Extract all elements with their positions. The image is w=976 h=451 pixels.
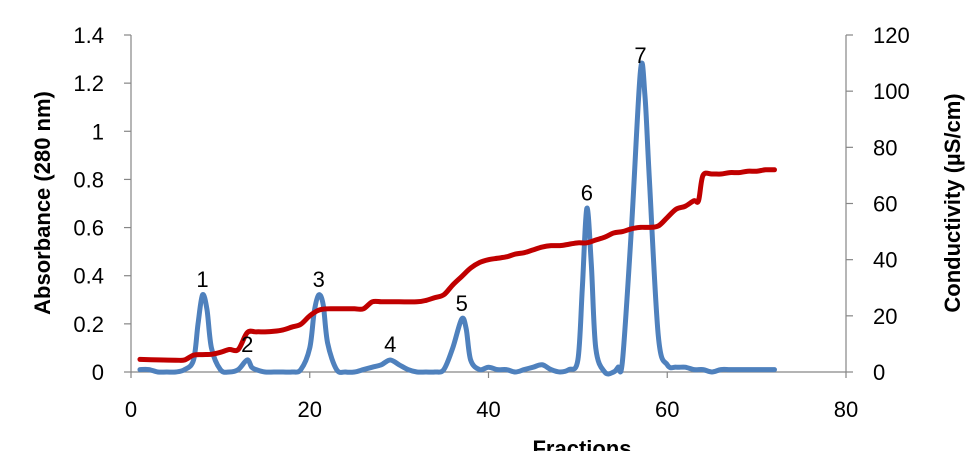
x-ticks: 0 20 40 60 80 <box>125 372 858 422</box>
right-y-axis-title: Conductivity (µS/cm) <box>940 93 965 312</box>
peak-label: 7 <box>634 43 646 68</box>
left-y-ticks: 0 0.2 0.4 0.6 0.8 1 1.2 1.4 <box>73 23 131 385</box>
left-y-tick-label: 1.2 <box>73 71 104 96</box>
left-y-tick-label: 0.2 <box>73 312 104 337</box>
axes <box>130 35 847 373</box>
x-axis-title: Fractions <box>532 436 631 451</box>
right-y-tick-label: 60 <box>873 192 897 217</box>
peak-label: 3 <box>313 267 325 292</box>
right-y-tick-label: 0 <box>873 360 885 385</box>
x-tick-label: 0 <box>125 397 137 422</box>
left-y-tick-label: 0.4 <box>73 264 104 289</box>
x-tick-label: 40 <box>476 397 500 422</box>
right-y-tick-label: 80 <box>873 135 897 160</box>
left-y-tick-label: 0.8 <box>73 167 104 192</box>
left-y-tick-label: 0 <box>92 360 104 385</box>
left-y-axis-title: Absorbance (280 nm) <box>30 91 55 315</box>
peak-label: 1 <box>196 267 208 292</box>
absorbance-line <box>137 60 777 377</box>
x-tick-label: 60 <box>655 397 679 422</box>
peak-label: 5 <box>456 291 468 316</box>
conductivity-line <box>137 167 777 363</box>
right-y-tick-label: 100 <box>873 79 910 104</box>
right-y-tick-label: 120 <box>873 23 910 48</box>
left-y-tick-label: 0.6 <box>73 216 104 241</box>
peak-labels: 1 2 3 4 5 6 7 <box>196 43 646 357</box>
left-y-tick-label: 1.4 <box>73 23 104 48</box>
left-y-tick-label: 1 <box>92 119 104 144</box>
right-y-ticks: 0 20 40 60 80 100 120 <box>846 23 910 385</box>
series-layer <box>137 60 777 377</box>
x-tick-label: 80 <box>834 397 858 422</box>
x-tick-label: 20 <box>298 397 322 422</box>
right-y-tick-label: 40 <box>873 248 897 273</box>
peak-label: 6 <box>581 180 593 205</box>
right-y-tick-label: 20 <box>873 304 897 329</box>
peak-label: 2 <box>241 332 253 357</box>
peak-label: 4 <box>384 332 396 357</box>
